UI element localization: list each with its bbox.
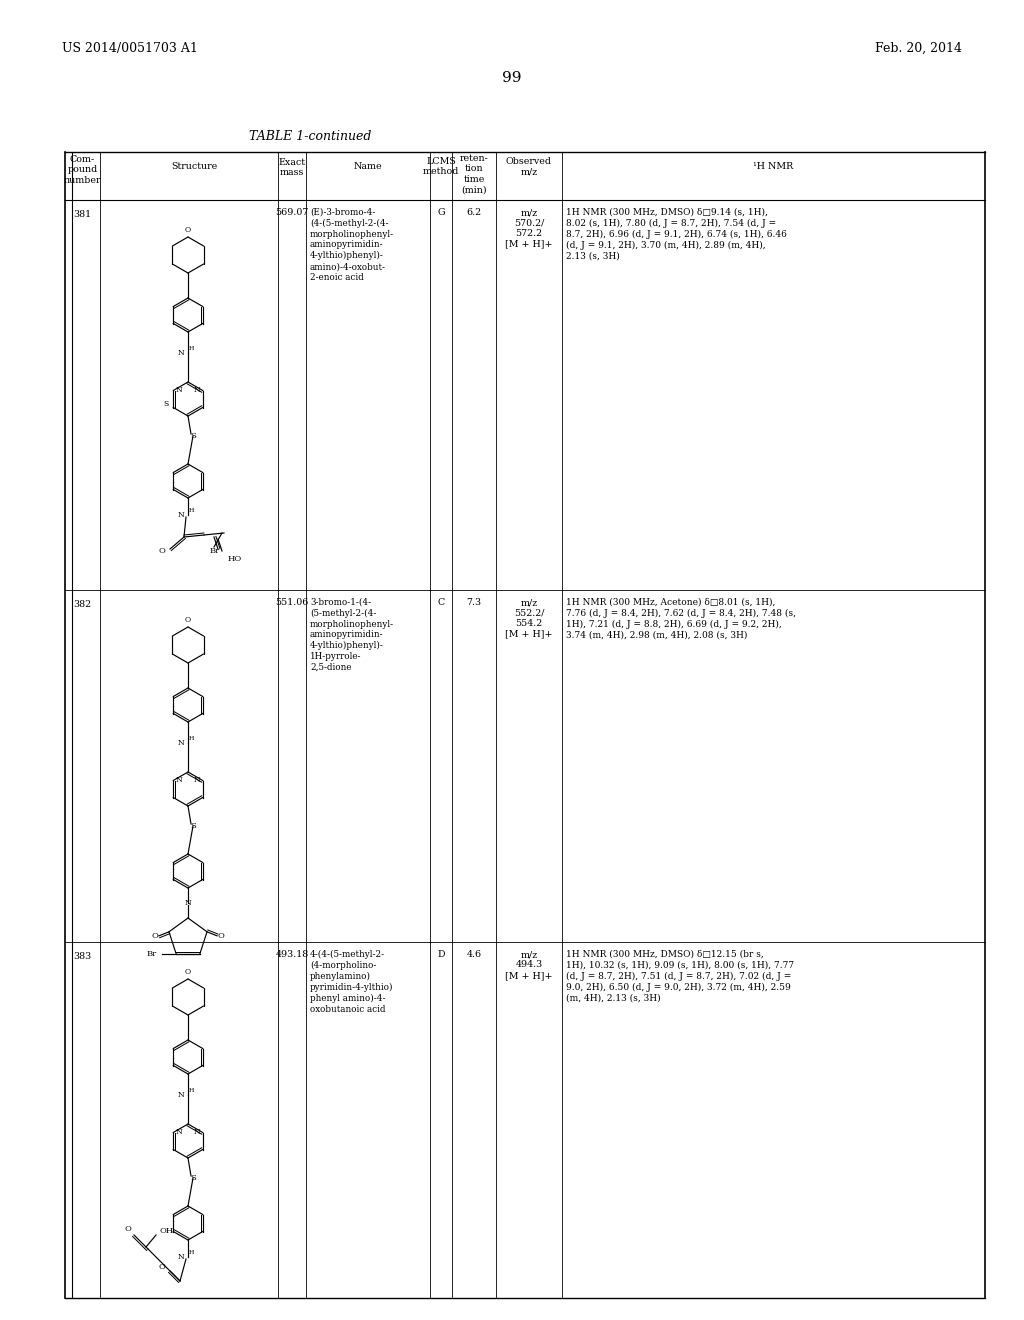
Text: O: O: [185, 226, 191, 234]
Text: Br: Br: [210, 546, 220, 554]
Text: 6.2: 6.2: [467, 209, 481, 216]
Text: m/z
570.2/
572.2
[M + H]+: m/z 570.2/ 572.2 [M + H]+: [505, 209, 553, 248]
Text: 381: 381: [74, 210, 91, 219]
Text: Com-
pound
number: Com- pound number: [63, 154, 101, 185]
Text: Name: Name: [353, 162, 382, 172]
Text: N: N: [175, 776, 182, 784]
Text: O: O: [125, 1225, 131, 1233]
Text: H: H: [189, 737, 195, 742]
Text: m/z
494.3
[M + H]+: m/z 494.3 [M + H]+: [505, 950, 553, 979]
Text: 3-bromo-1-(4-
(5-methyl-2-(4-
morpholinophenyl-
aminopyrimidin-
4-ylthio)phenyl): 3-bromo-1-(4- (5-methyl-2-(4- morpholino…: [310, 598, 394, 672]
Text: reten-
tion
time
(min): reten- tion time (min): [460, 154, 488, 194]
Text: 4-(4-(5-methyl-2-
(4-morpholino-
phenylamino)
pyrimidin-4-ylthio)
phenyl amino)-: 4-(4-(5-methyl-2- (4-morpholino- phenyla…: [310, 950, 393, 1014]
Text: S: S: [190, 822, 196, 830]
Text: S: S: [190, 432, 196, 440]
Text: N: N: [177, 1092, 184, 1100]
Text: 1H NMR (300 MHz, DMSO) δ□12.15 (br s,
1H), 10.32 (s, 1H), 9.09 (s, 1H), 8.00 (s,: 1H NMR (300 MHz, DMSO) δ□12.15 (br s, 1H…: [566, 950, 795, 1002]
Text: N: N: [194, 387, 201, 395]
Text: N: N: [177, 348, 184, 356]
Text: O: O: [185, 616, 191, 624]
Text: Br: Br: [146, 950, 157, 958]
Text: LCMS
method: LCMS method: [423, 157, 459, 177]
Text: N: N: [194, 776, 201, 784]
Text: 1H NMR (300 MHz, Acetone) δ□8.01 (s, 1H),
7.76 (d, J = 8.4, 2H), 7.62 (d, J = 8.: 1H NMR (300 MHz, Acetone) δ□8.01 (s, 1H)…: [566, 598, 796, 640]
Text: 493.18: 493.18: [275, 950, 308, 960]
Text: Observed
m/z: Observed m/z: [506, 157, 552, 177]
Text: (E)-3-bromo-4-
(4-(5-methyl-2-(4-
morpholinophenyl-
aminopyrimidin-
4-ylthio)phe: (E)-3-bromo-4- (4-(5-methyl-2-(4- morpho…: [310, 209, 394, 281]
Text: D: D: [437, 950, 444, 960]
Text: OH: OH: [160, 1228, 174, 1236]
Text: TABLE 1-continued: TABLE 1-continued: [249, 129, 371, 143]
Text: HO: HO: [228, 554, 243, 564]
Text: 569.07: 569.07: [275, 209, 308, 216]
Text: 1H NMR (300 MHz, DMSO) δ□9.14 (s, 1H),
8.02 (s, 1H), 7.80 (d, J = 8.7, 2H), 7.54: 1H NMR (300 MHz, DMSO) δ□9.14 (s, 1H), 8…: [566, 209, 786, 260]
Text: C: C: [437, 598, 444, 607]
Text: N: N: [175, 1129, 182, 1137]
Text: N: N: [184, 899, 191, 907]
Text: N: N: [175, 387, 182, 395]
Text: S: S: [164, 400, 169, 408]
Text: H: H: [189, 1250, 195, 1255]
Text: ¹H NMR: ¹H NMR: [754, 162, 794, 172]
Text: m/z
552.2/
554.2
[M + H]+: m/z 552.2/ 554.2 [M + H]+: [505, 598, 553, 638]
Text: Structure: Structure: [171, 162, 217, 172]
Text: N: N: [177, 1253, 184, 1261]
Text: O: O: [185, 968, 191, 975]
Text: 383: 383: [74, 952, 91, 961]
Text: 99: 99: [502, 71, 522, 84]
Text: N: N: [177, 511, 184, 519]
Text: O: O: [152, 932, 159, 940]
Text: US 2014/0051703 A1: US 2014/0051703 A1: [62, 42, 198, 55]
Text: Exact
mass: Exact mass: [279, 158, 305, 177]
Text: G: G: [437, 209, 444, 216]
Text: H: H: [189, 508, 195, 513]
Text: H: H: [189, 346, 195, 351]
Text: 7.3: 7.3: [467, 598, 481, 607]
Text: 551.06: 551.06: [275, 598, 308, 607]
Text: O: O: [159, 546, 166, 554]
Text: 4.6: 4.6: [467, 950, 481, 960]
Text: O: O: [159, 1263, 166, 1271]
Text: S: S: [190, 1173, 196, 1181]
Text: N: N: [177, 739, 184, 747]
Text: 382: 382: [74, 601, 91, 609]
Text: O: O: [217, 932, 224, 940]
Text: Feb. 20, 2014: Feb. 20, 2014: [874, 42, 962, 55]
Text: H: H: [189, 1089, 195, 1093]
Text: N: N: [194, 1129, 201, 1137]
